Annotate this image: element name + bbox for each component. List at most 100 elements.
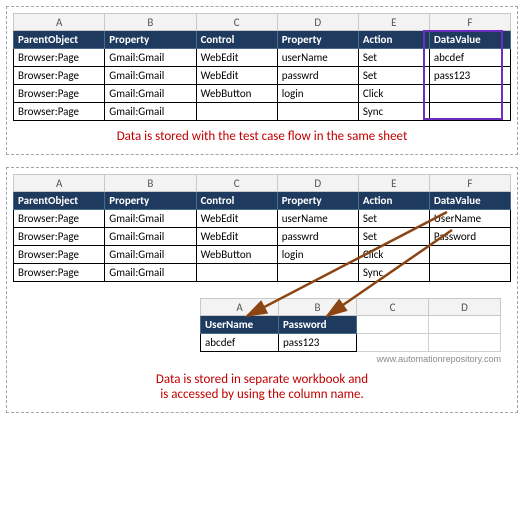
table-row: Browser:Page Gmail:Gmail Sync (14, 264, 511, 282)
mini-spreadsheet: A B C D UserName Password abcdef pass123 (200, 298, 501, 352)
table-row: Browser:Page Gmail:Gmail Sync (14, 103, 511, 121)
cell[interactable]: WebButton (196, 85, 277, 103)
header-cell[interactable]: Password (279, 316, 357, 334)
cell[interactable]: Gmail:Gmail (105, 49, 196, 67)
cell[interactable]: Gmail:Gmail (105, 246, 196, 264)
cell[interactable]: Sync (358, 103, 429, 121)
col-header-row: A B C D E F (14, 14, 511, 31)
cell[interactable]: WebEdit (196, 228, 277, 246)
cell[interactable] (277, 264, 358, 282)
bottom-panel: A B C D E F ParentObject Property Contro… (6, 167, 518, 413)
header-cell[interactable]: ParentObject (14, 192, 105, 210)
cell[interactable]: Browser:Page (14, 67, 105, 85)
empty-cell[interactable] (357, 316, 429, 334)
cell[interactable]: Click (358, 85, 429, 103)
header-cell[interactable]: DataValue (429, 31, 510, 49)
cell[interactable]: Browser:Page (14, 210, 105, 228)
cell[interactable]: WebEdit (196, 210, 277, 228)
table-header-row: ParentObject Property Control Property A… (14, 192, 511, 210)
cell[interactable]: passwrd (277, 67, 358, 85)
table-row: Browser:Page Gmail:Gmail WebButton login… (14, 85, 511, 103)
cell[interactable]: login (277, 246, 358, 264)
table-header-row: UserName Password (201, 316, 501, 334)
table-row: abcdef pass123 (201, 334, 501, 352)
col-header[interactable]: A (201, 299, 279, 316)
header-cell[interactable]: Property (105, 31, 196, 49)
cell[interactable] (196, 103, 277, 121)
col-header[interactable]: F (429, 14, 510, 31)
header-cell[interactable]: DataValue (429, 192, 510, 210)
col-header-row: A B C D E F (14, 175, 511, 192)
col-header[interactable]: B (105, 14, 196, 31)
cell[interactable]: WebEdit (196, 67, 277, 85)
cell[interactable]: pass123 (429, 67, 510, 85)
cell[interactable]: Browser:Page (14, 246, 105, 264)
cell[interactable]: Click (358, 246, 429, 264)
cell[interactable]: Sync (358, 264, 429, 282)
cell[interactable]: userName (277, 49, 358, 67)
header-cell[interactable]: Action (358, 192, 429, 210)
cell[interactable]: pass123 (279, 334, 357, 352)
cell[interactable]: Set (358, 67, 429, 85)
cell[interactable]: Set (358, 210, 429, 228)
header-cell[interactable]: Control (196, 192, 277, 210)
header-cell[interactable]: Control (196, 31, 277, 49)
col-header-row: A B C D (201, 299, 501, 316)
empty-cell[interactable] (357, 334, 429, 352)
col-header[interactable]: D (277, 14, 358, 31)
col-header[interactable]: E (358, 14, 429, 31)
cell[interactable]: abcdef (201, 334, 279, 352)
empty-cell[interactable] (429, 334, 501, 352)
col-header[interactable]: B (105, 175, 196, 192)
col-header[interactable]: C (196, 14, 277, 31)
table-row: Browser:Page Gmail:Gmail WebEdit passwrd… (14, 67, 511, 85)
cell[interactable]: login (277, 85, 358, 103)
cell[interactable]: WebButton (196, 246, 277, 264)
mini-sheet-wrap: A B C D UserName Password abcdef pass123 (13, 298, 511, 352)
cell[interactable]: Gmail:Gmail (105, 103, 196, 121)
cell[interactable] (277, 103, 358, 121)
header-cell[interactable]: UserName (201, 316, 279, 334)
col-header[interactable]: E (358, 175, 429, 192)
cell[interactable]: Browser:Page (14, 49, 105, 67)
col-header[interactable]: C (357, 299, 429, 316)
cell[interactable]: Gmail:Gmail (105, 210, 196, 228)
cell[interactable]: Password (429, 228, 510, 246)
cell[interactable]: passwrd (277, 228, 358, 246)
cell[interactable]: Gmail:Gmail (105, 264, 196, 282)
cell[interactable]: WebEdit (196, 49, 277, 67)
col-header[interactable]: D (277, 175, 358, 192)
col-header[interactable]: D (429, 299, 501, 316)
bottom-caption: Data is stored in separate workbook and … (13, 372, 511, 402)
table-row: Browser:Page Gmail:Gmail WebEdit passwrd… (14, 228, 511, 246)
header-cell[interactable]: Property (277, 31, 358, 49)
col-header[interactable]: B (279, 299, 357, 316)
col-header[interactable]: F (429, 175, 510, 192)
header-cell[interactable]: Action (358, 31, 429, 49)
cell[interactable]: Set (358, 49, 429, 67)
cell[interactable]: Browser:Page (14, 103, 105, 121)
cell[interactable]: Gmail:Gmail (105, 85, 196, 103)
cell[interactable]: Set (358, 228, 429, 246)
cell[interactable]: abcdef (429, 49, 510, 67)
cell[interactable]: Browser:Page (14, 85, 105, 103)
cell[interactable]: Gmail:Gmail (105, 228, 196, 246)
cell[interactable] (196, 264, 277, 282)
col-header[interactable]: A (14, 175, 105, 192)
header-cell[interactable]: Property (105, 192, 196, 210)
header-cell[interactable]: Property (277, 192, 358, 210)
cell[interactable] (429, 246, 510, 264)
cell[interactable]: Browser:Page (14, 228, 105, 246)
empty-cell[interactable] (429, 316, 501, 334)
col-header[interactable]: C (196, 175, 277, 192)
header-cell[interactable]: ParentObject (14, 31, 105, 49)
cell[interactable]: Gmail:Gmail (105, 67, 196, 85)
col-header[interactable]: A (14, 14, 105, 31)
table-row: Browser:Page Gmail:Gmail WebEdit userNam… (14, 210, 511, 228)
cell[interactable] (429, 103, 510, 121)
cell[interactable]: userName (277, 210, 358, 228)
cell[interactable] (429, 264, 510, 282)
cell[interactable] (429, 85, 510, 103)
cell[interactable]: Browser:Page (14, 264, 105, 282)
cell[interactable]: UserName (429, 210, 510, 228)
